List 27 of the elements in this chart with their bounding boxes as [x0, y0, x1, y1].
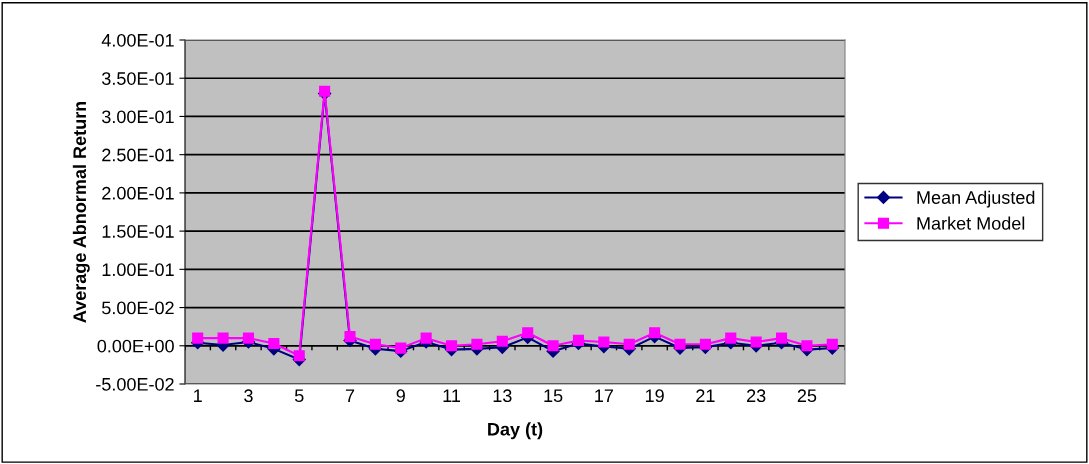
x-tick-label: 3	[244, 389, 253, 403]
y-tick-label: 1.00E-01	[102, 263, 174, 277]
x-tick-label: 5	[294, 389, 304, 403]
y-tick-label: 2.50E-01	[102, 148, 174, 162]
x-axis-title: Day (t)	[488, 422, 543, 440]
x-tick-label: 1	[194, 389, 202, 402]
y-tick-label: 3.00E-01	[102, 110, 174, 124]
x-tick-label: 11	[443, 389, 461, 402]
legend-label: Mean Adjusted	[917, 190, 1035, 208]
x-tick-label: 25	[797, 389, 817, 403]
x-tick-label: 7	[345, 389, 355, 402]
x-tick-label: 23	[747, 389, 766, 403]
y-axis-title: Average Abnormal Return	[72, 101, 90, 323]
x-tick-label: 21	[696, 389, 715, 402]
y-tick-label: 3.50E-01	[102, 72, 174, 85]
x-tick-label: 17	[595, 389, 613, 402]
legend-label: Market Model	[917, 216, 1025, 230]
x-tick-label: 9	[396, 389, 405, 403]
y-tick-label: 0.00E+00	[97, 339, 174, 353]
y-tick-label: 5.00E-02	[102, 301, 174, 315]
x-tick-label: 15	[544, 389, 563, 403]
y-tick-label: -5.00E-02	[96, 377, 174, 391]
x-tick-label: 19	[645, 389, 664, 403]
x-tick-label: 13	[493, 389, 512, 403]
y-tick-label: 4.00E-01	[101, 33, 174, 47]
y-tick-label: 2.00E-01	[102, 186, 174, 200]
y-tick-label: 1.50E-01	[102, 225, 174, 238]
